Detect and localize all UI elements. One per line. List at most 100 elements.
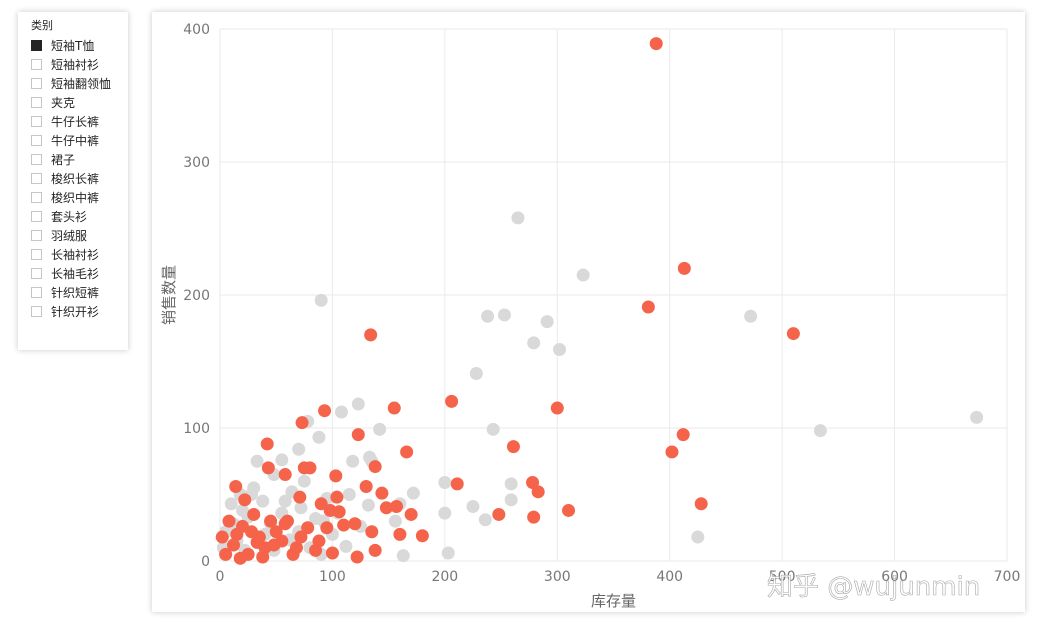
highlighted-point (492, 507, 506, 521)
other-point (294, 501, 308, 515)
slicer-checkbox[interactable] (31, 306, 42, 317)
highlighted-point (261, 461, 275, 475)
highlighted-point (250, 535, 264, 549)
slicer-item[interactable]: 针织开衫 (31, 302, 111, 321)
slicer-checkbox[interactable] (31, 97, 42, 108)
other-point (527, 336, 541, 350)
other-point (438, 476, 452, 490)
highlighted-point (390, 499, 404, 513)
slicer-checkbox[interactable] (31, 40, 42, 51)
slicer-item-label: 裙子 (51, 153, 76, 167)
slicer-item[interactable]: 羽绒服 (31, 226, 111, 245)
slicer-item-label: 套头衫 (51, 210, 88, 224)
highlighted-point (269, 525, 283, 539)
slicer-checkbox[interactable] (31, 268, 42, 279)
slicer-item[interactable]: 短袖衬衫 (31, 55, 111, 74)
slicer-checkbox[interactable] (31, 249, 42, 260)
highlighted-point (350, 550, 364, 564)
highlighted-point (230, 527, 244, 541)
slicer-item[interactable]: 长袖毛衫 (31, 264, 111, 283)
highlighted-point (649, 37, 663, 51)
slicer-item[interactable]: 梭织长裤 (31, 169, 111, 188)
slicer-checkbox[interactable] (31, 154, 42, 165)
slicer-checkbox[interactable] (31, 230, 42, 241)
slicer-item-label: 短袖T恤 (51, 39, 95, 53)
other-point (235, 503, 249, 517)
highlighted-point (445, 394, 459, 408)
highlighted-point (295, 416, 309, 430)
highlighted-point (365, 525, 379, 539)
highlighted-point (329, 469, 343, 483)
highlighted-point (294, 530, 308, 544)
other-point (314, 293, 328, 307)
highlighted-point (786, 327, 800, 341)
highlighted-point (301, 521, 315, 535)
highlighted-point (694, 497, 708, 511)
other-point (275, 453, 289, 467)
slicer-checkbox[interactable] (31, 116, 42, 127)
slicer-item-label: 梭织长裤 (51, 172, 100, 186)
highlighted-point (229, 480, 243, 494)
highlighted-point (641, 300, 655, 314)
other-point (540, 315, 554, 329)
other-point (481, 309, 495, 323)
slicer-item-label: 梭织中裤 (51, 191, 100, 205)
other-point (339, 539, 353, 553)
slicer-checkbox[interactable] (31, 211, 42, 222)
highlighted-point (450, 477, 464, 491)
highlighted-point (375, 486, 389, 500)
highlighted-point (267, 538, 281, 552)
slicer-item[interactable]: 短袖翻领恤 (31, 74, 111, 93)
highlighted-point (359, 480, 373, 494)
slicer-item[interactable]: 梭织中裤 (31, 188, 111, 207)
highlighted-point (404, 507, 418, 521)
highlighted-point (665, 445, 679, 459)
slicer-item-label: 羽绒服 (51, 229, 88, 243)
slicer-item-label: 短袖翻领恤 (51, 77, 112, 91)
other-point (388, 514, 402, 528)
other-point (297, 474, 311, 488)
slicer-item[interactable]: 牛仔中裤 (31, 131, 111, 150)
highlighted-point (320, 521, 334, 535)
other-point (361, 498, 375, 512)
highlighted-point (527, 510, 541, 524)
other-point (292, 442, 306, 456)
highlighted-point (244, 525, 258, 539)
slicer-item[interactable]: 夹克 (31, 93, 111, 112)
highlighted-point (289, 541, 303, 555)
highlighted-point (222, 514, 236, 528)
slicer-item[interactable]: 牛仔长裤 (31, 112, 111, 131)
slicer-item[interactable]: 针织短裤 (31, 283, 111, 302)
x-tick-label: 700 (994, 569, 1021, 585)
highlighted-point (379, 501, 393, 515)
slicer-checkbox[interactable] (31, 135, 42, 146)
highlighted-point (260, 437, 274, 451)
x-tick-label: 0 (216, 569, 225, 585)
x-tick-label: 100 (319, 569, 346, 585)
highlighted-point (278, 468, 292, 482)
other-point (250, 454, 264, 468)
highlighted-point (318, 404, 332, 418)
slicer-item[interactable]: 套头衫 (31, 207, 111, 226)
slicer-item[interactable]: 裙子 (31, 150, 111, 169)
slicer-item[interactable]: 长袖衬衫 (31, 245, 111, 264)
y-axis-title: 销售数量 (160, 265, 178, 325)
slicer-checkbox[interactable] (31, 173, 42, 184)
highlighted-point (264, 514, 278, 528)
slicer-item[interactable]: 短袖T恤 (31, 36, 111, 55)
other-point (373, 422, 387, 436)
other-point (224, 497, 238, 511)
other-point (691, 530, 705, 544)
other-point (497, 308, 511, 322)
other-point (469, 366, 483, 380)
slicer-checkbox[interactable] (31, 78, 42, 89)
slicer-item-label: 长袖毛衫 (51, 267, 100, 281)
highlighted-point (550, 401, 564, 415)
slicer-checkbox[interactable] (31, 192, 42, 203)
slicer-checkbox[interactable] (31, 59, 42, 70)
slicer-checkbox[interactable] (31, 287, 42, 298)
y-tick-label: 100 (183, 421, 210, 437)
highlighted-point (278, 517, 292, 531)
x-axis-title: 库存量 (591, 592, 636, 610)
other-point (466, 499, 480, 513)
